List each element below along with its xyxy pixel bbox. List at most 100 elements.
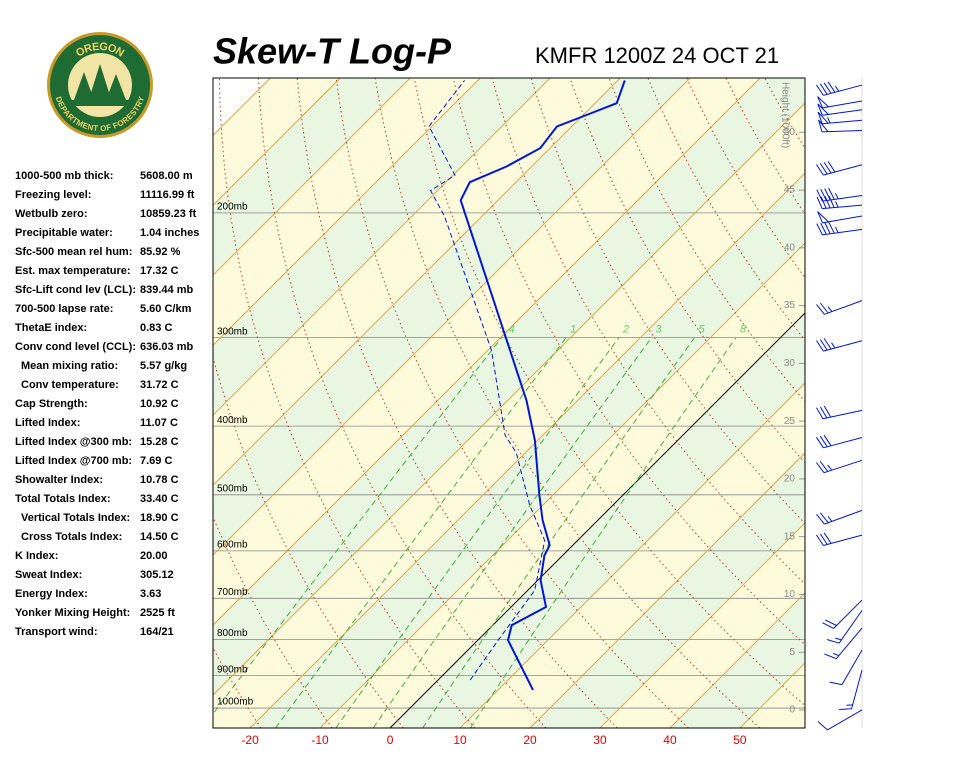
wind-barb <box>839 670 862 709</box>
mixing-ratio-label: 5 <box>699 324 706 336</box>
stat-value: 18.90 C <box>140 512 179 524</box>
wind-barb-shape <box>817 222 862 235</box>
wind-barb-shape <box>816 435 862 448</box>
pressure-label: 1000mb <box>217 697 254 708</box>
stat-label: Wetbulb zero: <box>15 208 88 220</box>
stat-label: Lifted Index @700 mb: <box>15 455 132 467</box>
wind-barb <box>816 435 862 448</box>
dry-adiabat <box>804 78 960 728</box>
stat-label: Sweat Index: <box>15 569 82 581</box>
wind-barb <box>816 338 862 351</box>
logo-ground <box>70 100 130 106</box>
x-tick-label: 40 <box>663 733 677 747</box>
stat-label: Conv cond level (CCL): <box>15 341 136 353</box>
wind-barb-shape <box>822 600 862 628</box>
stat-label: Est. max temperature: <box>15 265 131 277</box>
height-tick-label: 40 <box>784 242 796 253</box>
wind-barb <box>818 212 862 223</box>
wind-barb-shape <box>818 112 862 124</box>
mixing-ratio-label: 3 <box>656 324 663 336</box>
wind-barb <box>818 104 862 116</box>
stat-label: Transport wind: <box>15 626 98 638</box>
wind-barb-shape <box>816 460 862 472</box>
stat-value: 636.03 mb <box>140 341 193 353</box>
stat-value: 7.69 C <box>140 455 172 467</box>
height-tick-label: 10 <box>784 589 796 600</box>
stat-label: Cap Strength: <box>15 398 88 410</box>
height-tick-label: 5 <box>789 647 795 658</box>
wind-barb <box>817 510 863 524</box>
stat-value: 3.63 <box>140 588 161 600</box>
height-axis-label: Height (1000ft) <box>779 82 790 148</box>
dry-adiabat <box>882 78 960 728</box>
wind-barb-shape <box>816 533 862 546</box>
wind-barb-shape <box>839 670 862 709</box>
stat-value: 0.83 C <box>140 322 172 334</box>
stat-value: 5.57 g/kg <box>140 360 187 372</box>
wind-barb-shape <box>825 628 863 659</box>
x-tick-label: 30 <box>593 733 607 747</box>
stat-value: 5608.00 m <box>140 170 193 182</box>
stat-value: 85.92 % <box>140 246 181 258</box>
logo: OREGON DEPARTMENT OF FORESTRY <box>47 32 153 138</box>
x-tick-label: -10 <box>311 733 329 747</box>
wind-barb <box>818 112 862 124</box>
wind-barb <box>817 222 862 235</box>
pressure-label: 600mb <box>217 540 248 551</box>
stat-label: Lifted Index: <box>15 417 80 429</box>
wind-barb-shape <box>817 196 862 209</box>
stat-label: Mean mixing ratio: <box>21 360 118 372</box>
stat-value: 31.72 C <box>140 379 179 391</box>
wind-barb <box>830 650 862 685</box>
stat-label: Showalter Index: <box>15 474 103 486</box>
wind-barb-shape <box>817 406 863 419</box>
wind-barb-shape <box>827 610 862 643</box>
height-tick-label: 25 <box>784 416 796 427</box>
stat-value: 2525 ft <box>140 607 175 619</box>
stat-value: 164/21 <box>140 626 174 638</box>
wind-barb <box>818 97 862 108</box>
stat-label: Cross Totals Index: <box>21 531 122 543</box>
stat-label: Total Totals Index: <box>15 493 111 505</box>
pressure-label: 700mb <box>217 587 248 598</box>
chart-subtitle: KMFR 1200Z 24 OCT 21 <box>535 43 779 68</box>
mixing-ratio-label: 8 <box>740 324 747 336</box>
mixing-ratio-label: 2 <box>622 324 629 336</box>
x-tick-label: -20 <box>241 733 259 747</box>
stat-label: Sfc-Lift cond lev (LCL): <box>15 284 136 296</box>
wind-barb <box>825 628 863 659</box>
height-tick-label: 20 <box>784 474 796 485</box>
mixing-ratio-label: 1 <box>570 324 576 336</box>
wind-barb-shape <box>817 301 863 315</box>
isotherm <box>810 78 960 728</box>
height-tick-label: 45 <box>784 185 796 196</box>
height-tick-label: 0 <box>789 705 795 716</box>
x-tick-label: 20 <box>523 733 537 747</box>
stat-value: 14.50 C <box>140 531 179 543</box>
chart-title: Skew-T Log-P <box>213 31 452 72</box>
pressure-label: 800mb <box>217 628 248 639</box>
pressure-label: 300mb <box>217 326 248 337</box>
pressure-label: 400mb <box>217 415 248 426</box>
height-tick-label: 15 <box>784 531 796 542</box>
stat-label: Conv temperature: <box>21 379 119 391</box>
stat-label: K Index: <box>15 550 58 562</box>
stat-label: Precipitable water: <box>15 227 113 239</box>
stat-value: 15.28 C <box>140 436 179 448</box>
height-tick-label: 35 <box>784 300 796 311</box>
wind-barb-shape <box>830 650 862 685</box>
wind-barb <box>816 533 862 546</box>
wind-barb-shape <box>818 97 862 108</box>
x-tick-label: 0 <box>387 733 394 747</box>
wind-barb <box>816 460 862 472</box>
stat-label: 700-500 lapse rate: <box>15 303 113 315</box>
dry-adiabat <box>921 78 960 728</box>
wind-barb <box>816 82 862 96</box>
wind-barb-shape <box>818 212 862 223</box>
wind-barb <box>817 301 863 315</box>
pressure-label: 500mb <box>217 483 248 494</box>
stat-value: 10.78 C <box>140 474 179 486</box>
stat-value: 10859.23 ft <box>140 208 197 220</box>
